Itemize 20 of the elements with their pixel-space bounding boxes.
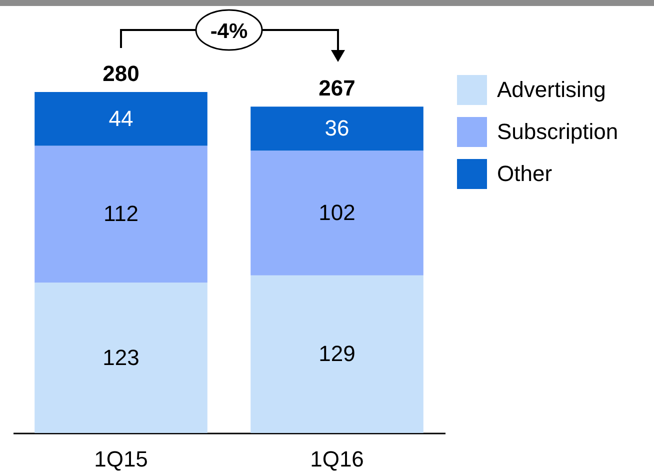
data-label: 102 (318, 200, 356, 225)
bar (250, 150, 424, 276)
legend-label: Advertising (497, 77, 606, 102)
text: -4% (210, 20, 248, 43)
bar (250, 275, 424, 433)
data-label: 36 (324, 116, 350, 141)
x-tick-label: 1Q16 (310, 446, 364, 472)
x-tick-label: 1Q15 (94, 446, 148, 472)
data-label: 123 (102, 344, 140, 370)
bar (34, 92, 208, 146)
bar (250, 106, 424, 151)
legend-label: Subscription (497, 119, 618, 144)
data-label: 44 (108, 106, 134, 131)
bar (34, 282, 208, 433)
total-label: 267 (318, 76, 356, 101)
bar (34, 146, 208, 283)
legend-label: Other (497, 161, 552, 186)
data-label: 129 (318, 341, 356, 366)
data-label: 112 (103, 201, 139, 226)
total-label: 280 (102, 61, 140, 86)
